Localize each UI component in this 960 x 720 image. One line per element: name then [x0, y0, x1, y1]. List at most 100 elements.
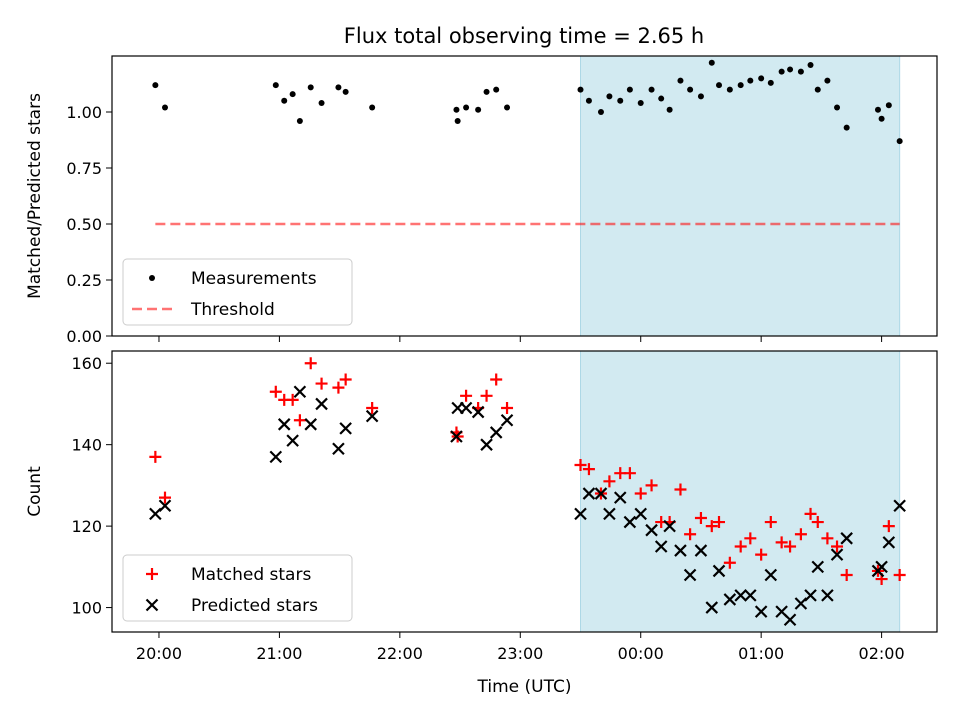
predicted-star-point — [783, 613, 797, 627]
predicted-star-point — [683, 568, 697, 582]
count-panel: 100 120 140 160 20:00 21:00 22:00 23:00 00:00 01:… — [25, 350, 938, 697]
measurement-point — [843, 124, 850, 131]
predicted-star-point — [663, 519, 676, 533]
measurement-point — [296, 117, 303, 124]
predicted-star-point — [365, 409, 379, 423]
measurement-point — [708, 59, 715, 66]
predicted-star-point — [821, 589, 834, 602]
x-tick-label: 21:00 — [256, 644, 302, 663]
matched-star-point — [286, 393, 299, 406]
measurement-point — [335, 84, 342, 91]
matched-star-point — [804, 507, 817, 520]
matched-star-point — [694, 511, 707, 524]
predicted-star-point — [764, 568, 778, 582]
measurement-point — [834, 104, 841, 111]
predicted-star-point — [840, 532, 853, 545]
predicted-star-point — [645, 523, 658, 537]
measurement-point — [453, 106, 460, 113]
matched-star-point — [603, 475, 616, 488]
measurement-point — [289, 91, 296, 98]
legend — [122, 554, 353, 622]
matched-star-point — [755, 548, 768, 561]
measurement-point — [807, 61, 814, 68]
predicted-star-point — [734, 589, 747, 602]
measurement-point — [307, 84, 314, 91]
axes-frame — [111, 55, 938, 337]
predicted-star-point — [277, 418, 291, 431]
axes-frame — [111, 350, 938, 633]
matched-star-point — [304, 357, 317, 370]
x-tick-label: 02:00 — [859, 644, 905, 663]
matched-star-point — [574, 459, 587, 472]
predicted-star-point — [694, 544, 708, 557]
predicted-star-point — [754, 605, 768, 618]
measurement-point — [878, 115, 885, 122]
legend-label: Predicted stars — [191, 596, 318, 616]
shaded-region — [580, 350, 901, 633]
ratio-panel: 0.00 0.25 0.50 0.75 1.00 Matched/Predicted st… — [25, 55, 938, 346]
predicted-star-point — [674, 544, 687, 557]
matched-star-point — [366, 402, 379, 415]
predicted-star-point — [830, 548, 844, 561]
measurement-point — [272, 82, 279, 89]
measurement-point — [666, 106, 673, 113]
x-tick-label: 23:00 — [497, 644, 543, 663]
legend-label: Matched stars — [191, 565, 311, 585]
legend-measurement-swatch — [149, 275, 155, 281]
measurement-point — [885, 102, 892, 109]
y-axis-label: Count — [25, 466, 45, 517]
measurement-point — [758, 75, 765, 82]
measurement-point — [716, 82, 723, 89]
y-tick-label: 0.00 — [66, 327, 102, 346]
measurement-point — [281, 97, 288, 104]
predicted-star-point — [315, 397, 328, 411]
predicted-star-point — [744, 589, 757, 602]
predicted-star-point — [875, 560, 888, 574]
predicted-star-point — [804, 589, 817, 602]
measurement-point — [767, 79, 774, 86]
measurement-point — [648, 86, 655, 93]
matched-star-point — [269, 385, 282, 398]
predicted-star-point — [500, 413, 514, 427]
matched-star-point — [684, 528, 697, 541]
matched-star-point — [840, 568, 853, 581]
matched-star-point — [893, 568, 906, 581]
predicted-star-point — [158, 499, 172, 513]
predicted-star-point — [450, 430, 463, 443]
matched-star-point — [332, 381, 345, 394]
predicted-star-point — [480, 438, 493, 451]
legend-matched-swatch — [146, 568, 158, 580]
measurement-point — [585, 97, 592, 104]
predicted-star-point — [705, 601, 719, 614]
predicted-star-point — [459, 401, 473, 415]
legend-predicted-swatch — [145, 598, 159, 612]
legend — [122, 258, 353, 326]
matched-star-point — [764, 516, 777, 529]
measurement-point — [637, 100, 644, 107]
predicted-star-point — [893, 499, 906, 513]
measurement-point — [814, 86, 821, 93]
y-axis-label: Matched/Predicted stars — [25, 93, 45, 299]
matched-star-point — [723, 556, 736, 569]
measurement-point — [504, 104, 511, 111]
matched-star-point — [158, 491, 171, 504]
matched-star-point — [339, 373, 352, 386]
predicted-star-point — [471, 405, 485, 419]
predicted-star-point — [339, 422, 352, 435]
measurement-point — [617, 97, 624, 104]
measurement-point — [737, 82, 744, 89]
x-tick-label: 22:00 — [377, 644, 423, 663]
matched-star-point — [293, 414, 306, 427]
measurement-point — [747, 77, 754, 84]
predicted-star-point — [304, 418, 318, 431]
measurement-point — [454, 117, 461, 124]
x-axis-label: Time (UTC) — [477, 677, 572, 697]
matched-star-point — [315, 377, 328, 390]
chart-title: Flux total observing time = 2.65 h — [344, 24, 704, 48]
measurement-point — [483, 88, 490, 95]
y-tick-label: 120 — [71, 517, 102, 536]
measurement-point — [874, 106, 881, 113]
x-tick-label: 01:00 — [738, 644, 784, 663]
measurement-point — [152, 82, 159, 89]
measurement-point — [677, 77, 684, 84]
